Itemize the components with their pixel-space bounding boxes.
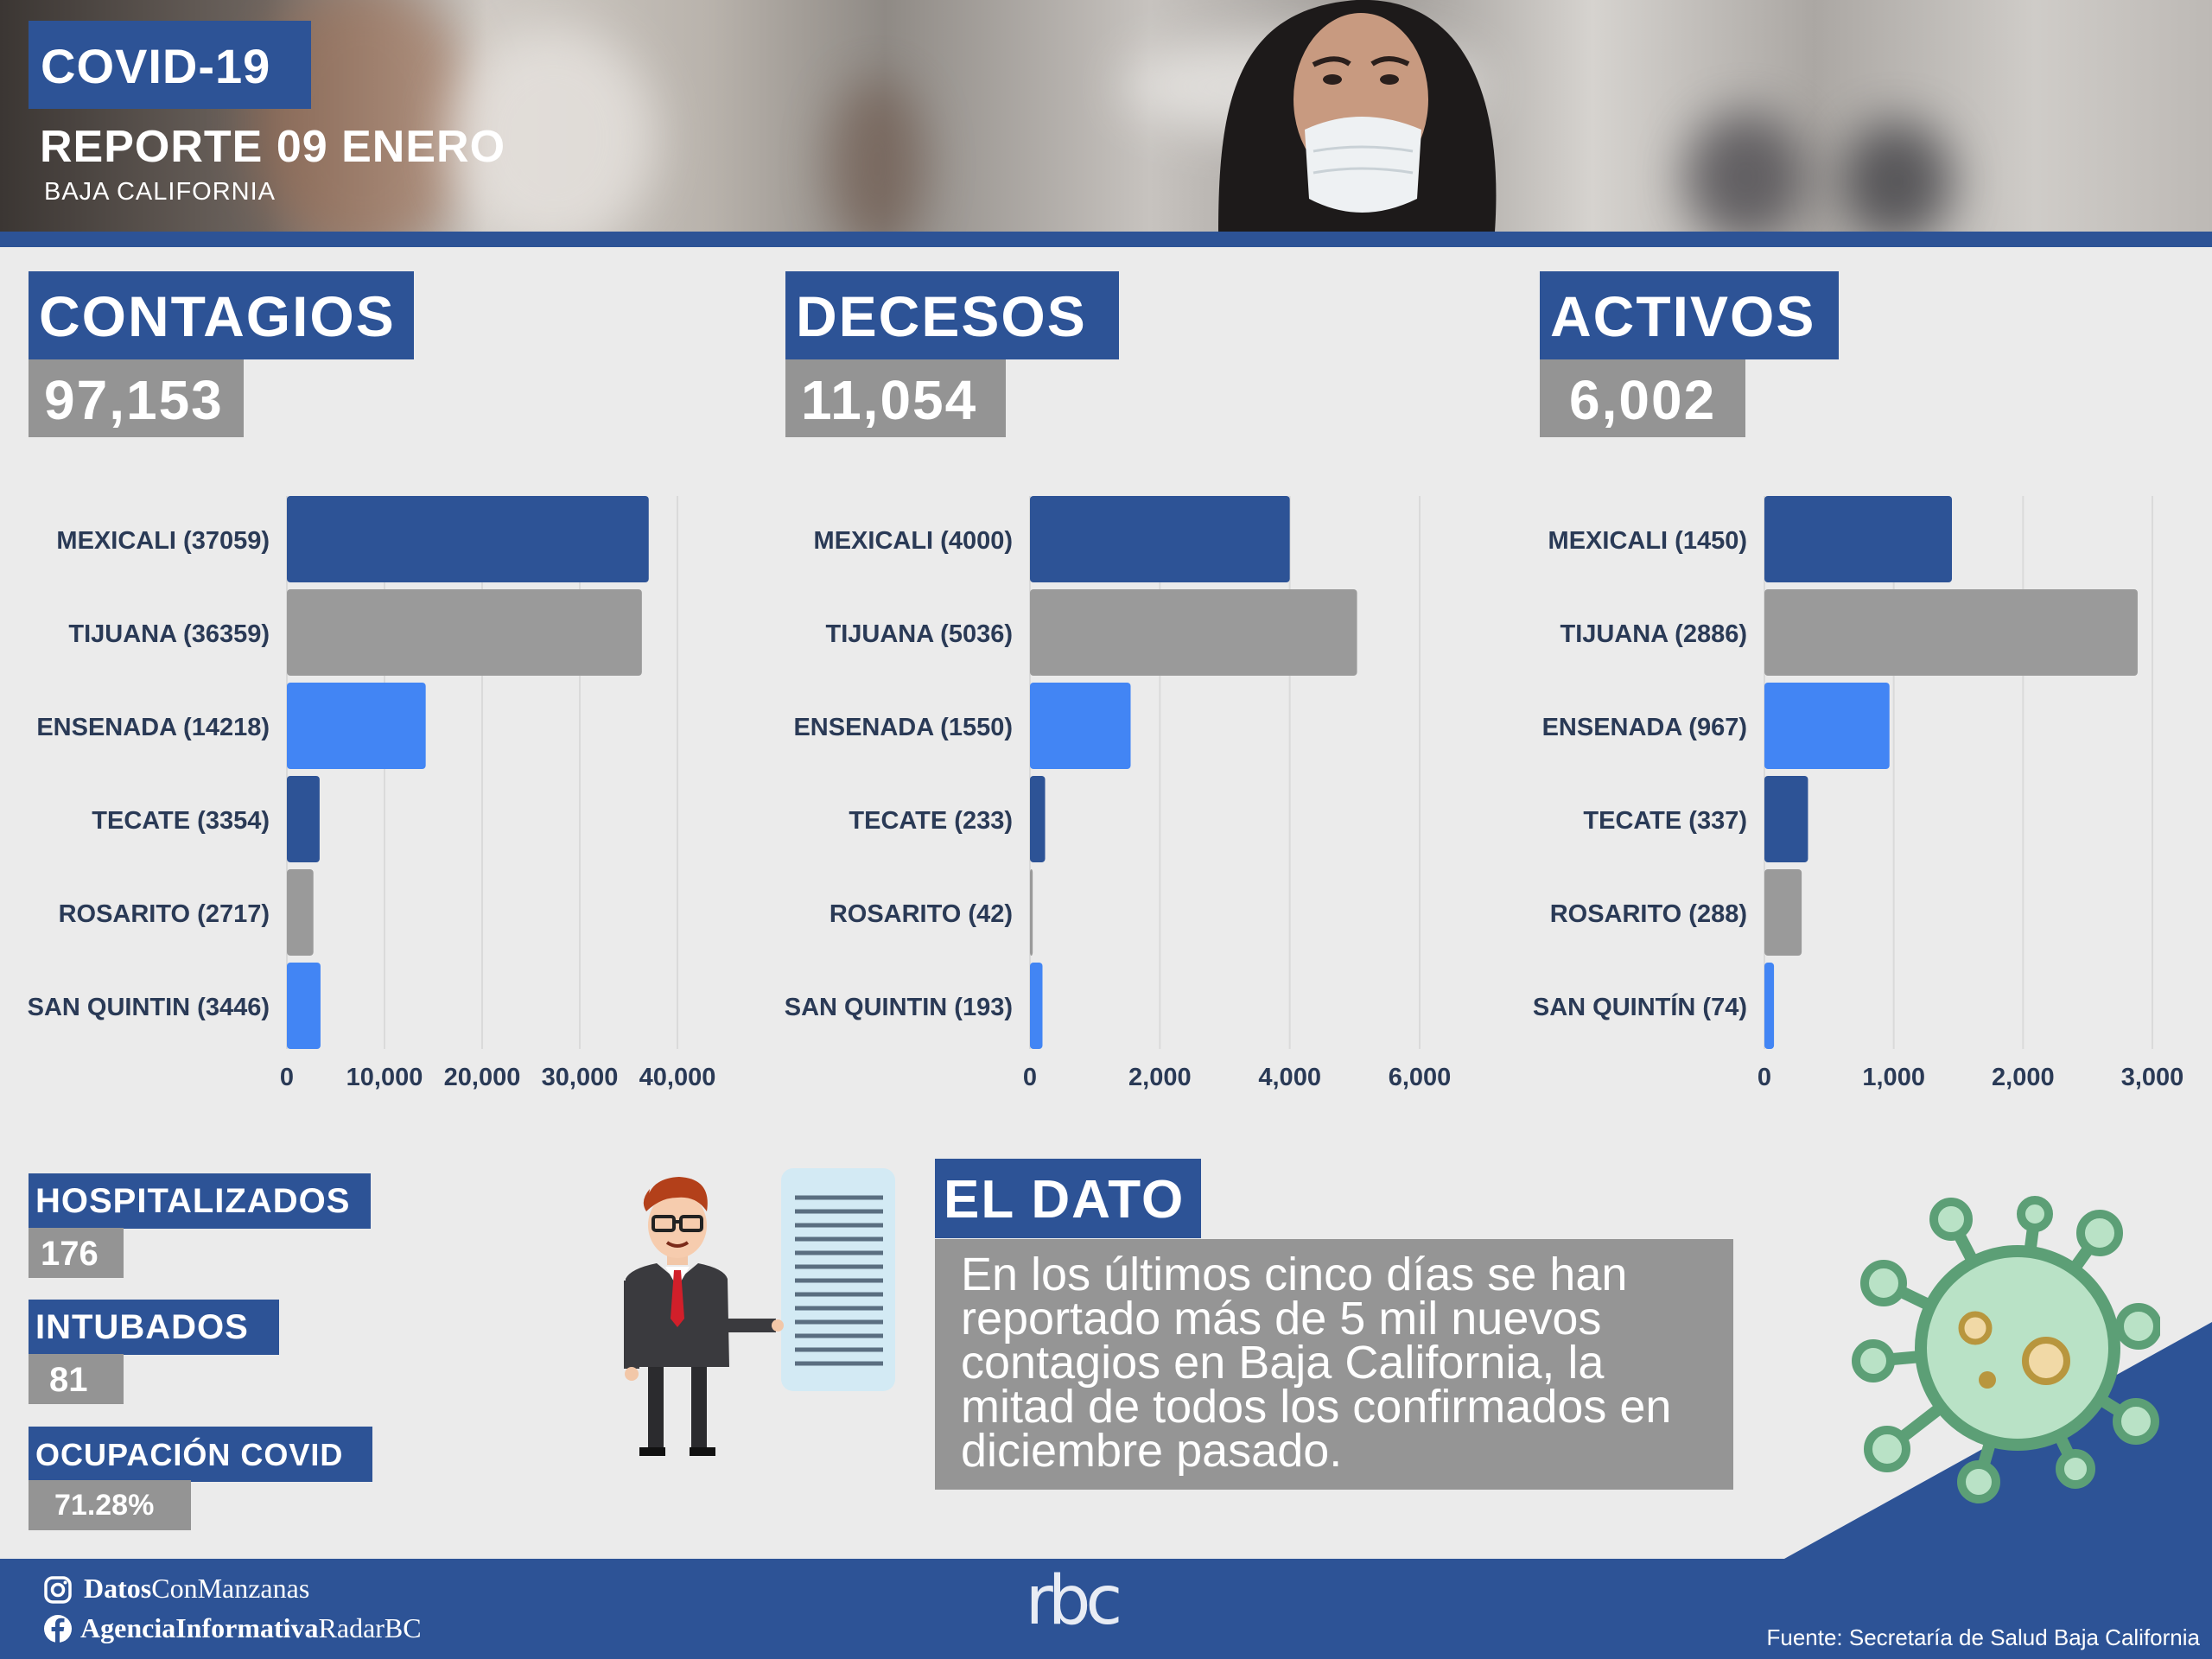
- header-photo: COVID-19 REPORTE 09 ENERO BAJA CALIFORNI…: [0, 0, 2212, 232]
- dato-title: EL DATO: [935, 1159, 1201, 1238]
- instagram-handle-rest: ConManzanas: [151, 1573, 310, 1604]
- tick-label: 0: [1023, 1064, 1037, 1091]
- bar: [287, 963, 321, 1049]
- facebook-handle[interactable]: AgenciaInformativaRadarBC: [80, 1612, 422, 1644]
- tick-label: 4,000: [1258, 1064, 1321, 1091]
- covid-tag: COVID-19: [29, 21, 311, 109]
- category-label: SAN QUINTIN (3446): [28, 994, 270, 1021]
- facebook-handle-bold: AgenciaInformativa: [80, 1612, 319, 1643]
- tick-label: 30,000: [542, 1064, 619, 1091]
- virus-icon: [1852, 1196, 2160, 1503]
- bar: [1030, 963, 1043, 1049]
- tick-label: 2,000: [1128, 1064, 1192, 1091]
- kpi-decesos-value: 11,054: [785, 359, 1006, 437]
- bar: [1764, 776, 1808, 862]
- category-label: ENSENADA (14218): [36, 714, 270, 741]
- category-label: ROSARITO (288): [1550, 900, 1747, 928]
- facebook-icon[interactable]: [43, 1614, 73, 1643]
- dato-text: En los últimos cinco días se han reporta…: [935, 1239, 1733, 1490]
- bar: [1764, 869, 1802, 956]
- footer: [0, 1559, 2212, 1659]
- tick-label: 0: [280, 1064, 294, 1091]
- hospitalizados-value: 176: [29, 1228, 124, 1278]
- report-subtitle: BAJA CALIFORNIA: [44, 178, 276, 206]
- kpi-contagios-label: CONTAGIOS: [29, 271, 414, 359]
- bar: [1764, 589, 2138, 676]
- facebook-handle-rest: RadarBC: [318, 1612, 422, 1643]
- source-note: Fuente: Secretaría de Salud Baja Califor…: [1766, 1624, 2200, 1650]
- tick-label: 10,000: [346, 1064, 423, 1091]
- instagram-handle[interactable]: DatosConManzanas: [84, 1573, 309, 1605]
- bar: [287, 683, 426, 769]
- category-label: ROSARITO (2717): [59, 900, 270, 928]
- tick-label: 40,000: [639, 1064, 716, 1091]
- category-label: ROSARITO (42): [830, 900, 1013, 928]
- hospitalizados-label: HOSPITALIZADOS: [29, 1173, 371, 1229]
- category-label: SAN QUINTIN (193): [785, 994, 1013, 1021]
- report-title: REPORTE 09 ENERO: [40, 122, 506, 172]
- kpi-activos-value: 6,002: [1540, 359, 1745, 437]
- category-label: MEXICALI (4000): [814, 527, 1013, 555]
- instagram-icon[interactable]: [43, 1575, 73, 1605]
- category-label: MEXICALI (37059): [56, 527, 270, 555]
- bar: [1030, 869, 1033, 956]
- tick-label: 1,000: [1862, 1064, 1925, 1091]
- tick-label: 20,000: [444, 1064, 521, 1091]
- bar: [287, 496, 649, 582]
- intubados-value: 81: [29, 1354, 124, 1404]
- ocupacion-label: OCUPACIÓN COVID: [29, 1427, 372, 1482]
- bar: [1764, 963, 1775, 1049]
- category-label: SAN QUINTÍN (74): [1533, 992, 1747, 1021]
- kpi-contagios-value: 97,153: [29, 359, 244, 437]
- masked-woman-illustration: [1218, 0, 1497, 232]
- category-label: TIJUANA (36359): [68, 620, 270, 648]
- intubados-label: INTUBADOS: [29, 1300, 279, 1355]
- category-label: TECATE (233): [849, 807, 1013, 835]
- tick-label: 2,000: [1992, 1064, 2055, 1091]
- bar: [1764, 683, 1890, 769]
- category-label: TECATE (337): [1583, 807, 1747, 835]
- bar: [1764, 496, 1953, 582]
- category-label: TECATE (3354): [92, 807, 270, 835]
- category-label: MEXICALI (1450): [1548, 527, 1747, 555]
- tick-label: 0: [1758, 1064, 1771, 1091]
- bar: [287, 869, 314, 956]
- category-label: ENSENADA (967): [1542, 714, 1747, 741]
- bar: [1030, 589, 1357, 676]
- kpi-decesos-label: DECESOS: [785, 271, 1119, 359]
- bar: [287, 589, 642, 676]
- header-divider: [0, 232, 2212, 247]
- tick-label: 3,000: [2121, 1064, 2184, 1091]
- category-label: TIJUANA (5036): [826, 620, 1013, 648]
- tick-label: 6,000: [1389, 1064, 1452, 1091]
- kpi-activos-label: ACTIVOS: [1540, 271, 1839, 359]
- ocupacion-value: 71.28%: [29, 1480, 191, 1530]
- man-illustration: [624, 1168, 895, 1456]
- bar: [287, 776, 320, 862]
- category-label: ENSENADA (1550): [793, 714, 1013, 741]
- instagram-handle-bold: Datos: [84, 1573, 152, 1604]
- rbc-logo-text: rbc: [1026, 1568, 1120, 1637]
- category-label: TIJUANA (2886): [1560, 620, 1747, 648]
- bar: [1030, 776, 1046, 862]
- bar: [1030, 683, 1131, 769]
- bar: [1030, 496, 1290, 582]
- rbc-logo: rbc: [1026, 1568, 1125, 1637]
- bar-charts: MEXICALI (37059) TIJUANA (36359) ENSENADA …: [28, 496, 2184, 1091]
